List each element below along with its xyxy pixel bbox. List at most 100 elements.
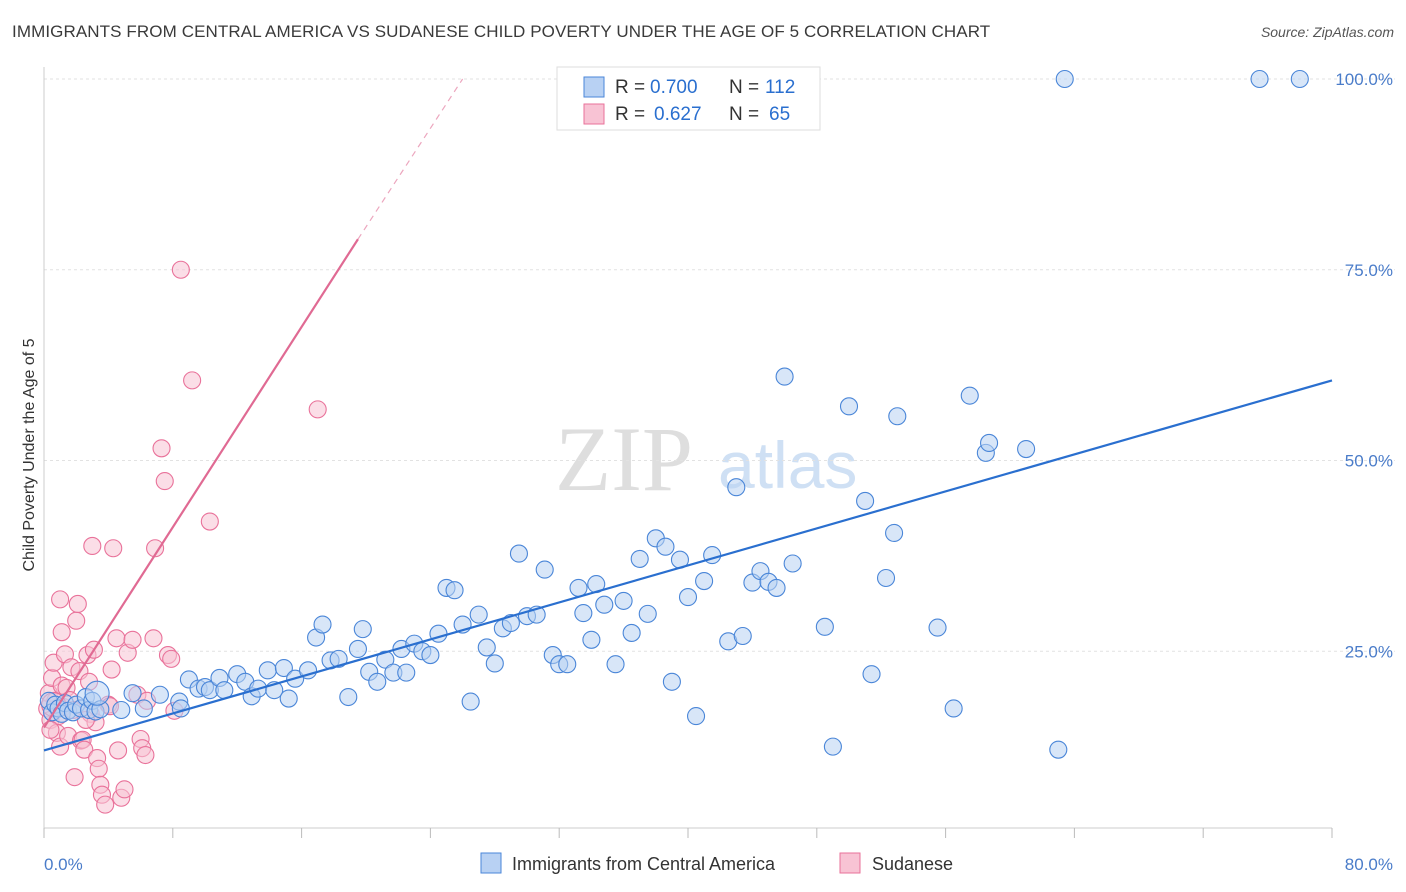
central-america-point (960, 386, 979, 405)
central-america-point (695, 572, 714, 591)
central-america-point (368, 672, 387, 691)
stats-legend-r-label-blue: R = (615, 77, 650, 98)
sudanese-point (115, 780, 134, 799)
sudanese-point (89, 759, 108, 778)
central-america-point (944, 699, 963, 718)
trend-lines (43, 78, 1333, 752)
central-america-point (928, 618, 947, 637)
central-america-point (509, 544, 529, 563)
central-america-point (274, 658, 293, 678)
trend-line-sudanese-extension (357, 78, 464, 240)
central-america-point (815, 617, 834, 636)
sudanese-point (83, 536, 102, 556)
central-america-point (569, 578, 588, 597)
central-america-point (856, 491, 875, 510)
sudanese-point (96, 795, 115, 814)
central-america-point (501, 613, 520, 633)
central-america-point (783, 554, 802, 573)
y-tick-label: 25.0% (1345, 642, 1393, 661)
sudanese-point (75, 740, 94, 759)
legend-swatch-sudanese (839, 852, 861, 874)
central-america-point (84, 680, 110, 706)
sudanese-point (183, 371, 202, 390)
grid-lines (44, 78, 1395, 652)
series-central-america-points (39, 69, 1309, 759)
legend-label-central-america: Immigrants from Central America (512, 854, 776, 874)
central-america-point (980, 433, 999, 453)
series-sudanese-points (38, 260, 327, 814)
central-america-point (150, 685, 169, 704)
central-america-point (279, 689, 298, 708)
central-america-point (298, 661, 318, 680)
central-america-point (558, 655, 577, 674)
y-tick-label: 75.0% (1345, 261, 1393, 280)
central-america-point (421, 646, 440, 665)
y-axis-label: Child Poverty Under the Age of 5 (21, 338, 38, 571)
sudanese-point (51, 590, 70, 609)
central-america-point (339, 687, 358, 707)
stats-legend: R = 0.700 N = 112 R = 0.627 N = 65 (556, 66, 821, 131)
central-america-point (123, 684, 142, 703)
sudanese-point (109, 741, 128, 760)
central-america-point (112, 700, 131, 720)
central-america-point (348, 639, 368, 659)
central-america-point (727, 478, 746, 497)
chart-title: IMMIGRANTS FROM CENTRAL AMERICA VS SUDAN… (12, 22, 991, 41)
central-america-point (353, 620, 372, 639)
central-america-point (622, 623, 641, 642)
central-america-point (258, 661, 277, 680)
central-america-point (733, 626, 752, 646)
central-america-point (582, 630, 601, 649)
trend-line-central-america (43, 379, 1333, 752)
x-ticks (43, 828, 1333, 838)
central-america-point (1049, 740, 1068, 759)
central-america-point (313, 615, 332, 634)
sudanese-point (65, 768, 84, 787)
central-america-point (686, 707, 706, 726)
stats-legend-n-value-blue: 112 (765, 77, 795, 98)
central-america-point (134, 699, 153, 718)
stats-legend-n-label-pink: N = (729, 104, 764, 125)
sudanese-point (52, 623, 71, 642)
sudanese-point (102, 660, 121, 679)
stats-legend-n-value-pink: 65 (769, 104, 790, 125)
central-america-point (469, 605, 488, 624)
stats-legend-swatch-pink (583, 103, 605, 125)
central-america-point (1250, 69, 1269, 89)
central-america-point (630, 549, 649, 568)
central-america-point (888, 407, 907, 426)
sudanese-point (152, 439, 171, 458)
sudanese-point (136, 745, 155, 765)
y-tick-label: 50.0% (1345, 452, 1393, 471)
central-america-point (876, 568, 896, 588)
central-america-point (1017, 440, 1036, 459)
central-america-point (767, 578, 786, 597)
central-america-point (1290, 69, 1309, 89)
central-america-point (638, 604, 657, 623)
x-tick-label-max: 80.0% (1345, 855, 1393, 874)
central-america-point (397, 663, 416, 682)
stats-legend-r-label-pink: R = (615, 104, 650, 125)
stats-legend-n-label-blue: N = (729, 77, 764, 98)
watermark-zip: ZIP (555, 408, 693, 510)
central-america-point (376, 650, 395, 669)
legend-swatch-central-america (480, 852, 502, 874)
central-america-point (775, 367, 794, 386)
central-america-point (485, 654, 504, 673)
sudanese-point (41, 720, 60, 739)
central-america-point (678, 588, 698, 607)
x-tick-label-min: 0.0% (44, 855, 83, 874)
central-america-point (862, 665, 881, 684)
central-america-point (574, 604, 593, 623)
sudanese-point (67, 611, 86, 630)
central-america-point (595, 595, 614, 614)
sudanese-point (308, 400, 327, 419)
trend-line-sudanese (43, 238, 359, 729)
central-america-point (614, 591, 633, 610)
central-america-point (662, 672, 681, 691)
stats-legend-r-value-pink: 0.627 (654, 104, 702, 125)
sudanese-point (155, 472, 174, 491)
central-america-point (329, 649, 348, 668)
watermark: ZIP atlas (555, 408, 857, 510)
